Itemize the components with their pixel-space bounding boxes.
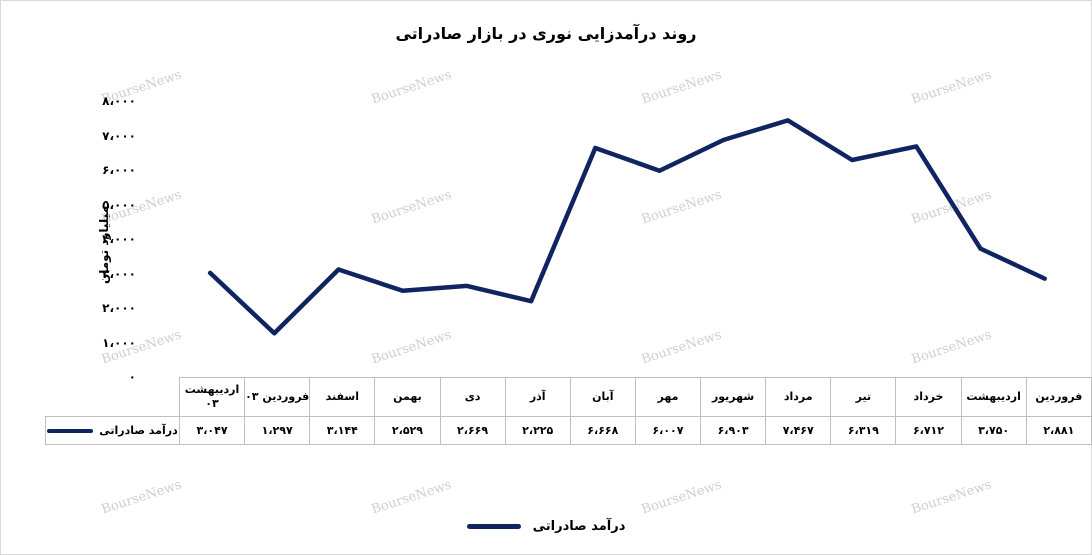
category-label: تیر [830, 377, 897, 417]
y-tick-label: ۵،۰۰۰ [102, 197, 136, 212]
value-label: ۷،۴۶۷ [765, 416, 832, 445]
category-label: دی [439, 377, 506, 417]
category-label: اردیبهشت [960, 377, 1027, 417]
category-label: اردیبهشت ۰۳ [178, 377, 246, 417]
legend-swatch [466, 524, 521, 529]
table-series-swatch [47, 428, 94, 433]
y-tick-label: ۸،۰۰۰ [102, 94, 136, 108]
y-tick-label: ۳،۰۰۰ [102, 266, 136, 281]
y-tick-label: ۶،۰۰۰ [102, 163, 136, 177]
y-tick-label: ۴،۰۰۰ [102, 232, 136, 246]
value-label: ۱،۲۹۷ [244, 416, 311, 445]
value-label: ۳،۱۴۴ [309, 416, 376, 445]
value-label: ۶،۰۰۷ [634, 416, 702, 445]
legend: درآمد صادراتی [0, 519, 1092, 534]
category-label: خرداد [895, 377, 962, 417]
series-line [207, 118, 1047, 336]
y-tick-label: ۷،۰۰۰ [102, 128, 136, 143]
legend-label: درآمد صادراتی [532, 519, 626, 534]
value-label: ۶،۳۱۹ [830, 416, 897, 445]
y-tick-label: ۱،۰۰۰ [102, 335, 136, 350]
category-label: اسفند [309, 377, 376, 417]
category-label: مهر [634, 377, 702, 417]
value-label: ۶،۶۶۸ [569, 416, 636, 445]
value-label: ۳،۰۴۷ [178, 416, 246, 445]
category-label: آذر [504, 377, 571, 417]
category-label: شهریور [700, 377, 767, 417]
value-label: ۳،۷۵۰ [960, 416, 1027, 445]
data-table: اردیبهشت ۰۳ فروردین ۰۳ اسفند بهمن دی آذر آبان م… [45, 377, 1092, 445]
category-label: آبان [569, 377, 636, 417]
value-label: ۲،۸۸۱ [1025, 416, 1092, 445]
category-label: مرداد [765, 377, 832, 417]
category-label: فروردین [1025, 377, 1092, 417]
table-series-label: درآمد صادراتی [45, 416, 180, 445]
table-series-name: درآمد صادراتی [99, 424, 178, 437]
value-label: ۲،۶۶۹ [439, 416, 506, 445]
table-corner-cell [45, 377, 180, 417]
y-tick-label: ۰ [128, 370, 136, 384]
value-label: ۲،۲۲۵ [504, 416, 571, 445]
chart-title: روند درآمدزایی نوری در بازار صادراتی [395, 24, 697, 43]
category-label: فروردین ۰۳ [244, 377, 311, 417]
value-label: ۲،۵۲۹ [374, 416, 441, 445]
y-tick-label: ۲،۰۰۰ [102, 301, 136, 315]
value-label: ۶،۷۱۲ [895, 416, 962, 445]
category-label: بهمن [374, 377, 441, 417]
value-label: ۶،۹۰۳ [700, 416, 767, 445]
